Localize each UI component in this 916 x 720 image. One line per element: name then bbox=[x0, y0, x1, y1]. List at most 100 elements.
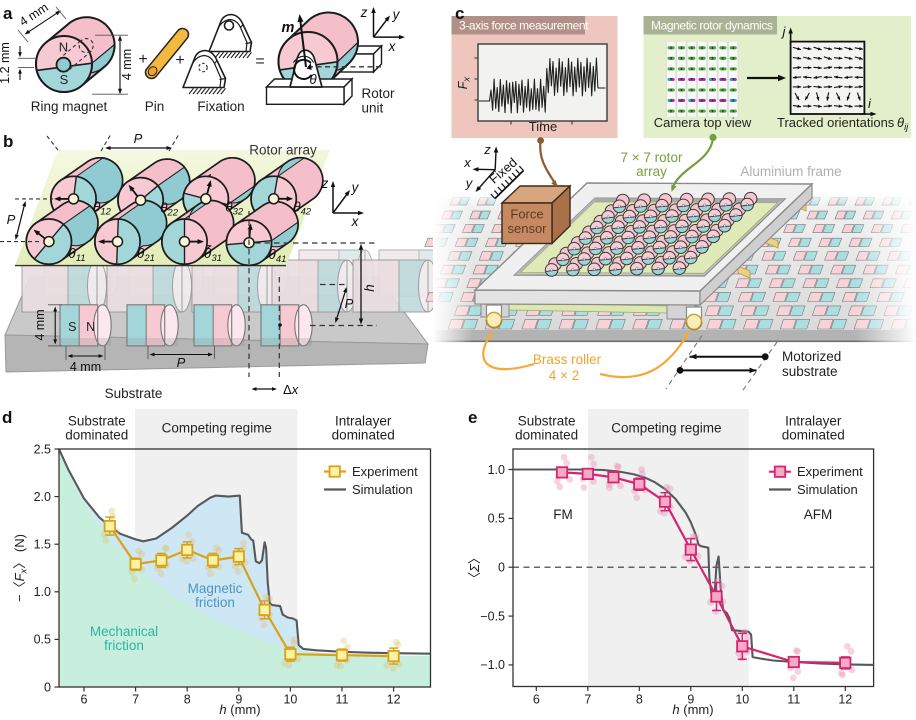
svg-text:N: N bbox=[59, 40, 68, 55]
svg-text:sensor: sensor bbox=[507, 221, 547, 236]
svg-text:x: x bbox=[351, 214, 360, 229]
svg-text:Ring magnet: Ring magnet bbox=[31, 99, 108, 114]
svg-text:h: h bbox=[362, 284, 377, 292]
svg-text:4 mm: 4 mm bbox=[17, 0, 51, 29]
svg-text:N: N bbox=[86, 320, 95, 334]
svg-text:z: z bbox=[483, 142, 491, 157]
svg-text:Substrate: Substrate bbox=[518, 414, 576, 429]
svg-text:Substrate: Substrate bbox=[68, 414, 126, 429]
svg-text:x: x bbox=[388, 39, 397, 54]
svg-text:array: array bbox=[636, 164, 667, 179]
svg-text:Fx: Fx bbox=[456, 76, 473, 90]
svg-text:Force: Force bbox=[510, 207, 543, 222]
svg-text:0.5: 0.5 bbox=[488, 512, 505, 526]
svg-text:10: 10 bbox=[283, 693, 297, 707]
svg-text:j: j bbox=[781, 24, 787, 39]
svg-text:9: 9 bbox=[235, 693, 242, 707]
svg-text:−〈Fx〉 (N): −〈Fx〉 (N) bbox=[12, 534, 30, 602]
svg-text:Competing regime: Competing regime bbox=[162, 421, 272, 436]
svg-text:Pin: Pin bbox=[145, 99, 165, 114]
svg-text:2.0: 2.0 bbox=[34, 490, 51, 504]
svg-text:8: 8 bbox=[184, 693, 191, 707]
svg-text:Simulation: Simulation bbox=[797, 482, 858, 497]
svg-text:y: y bbox=[392, 7, 401, 22]
svg-text:i: i bbox=[868, 96, 872, 111]
svg-text:7: 7 bbox=[584, 693, 591, 707]
svg-text:Substrate: Substrate bbox=[105, 386, 163, 401]
svg-text:Experiment: Experiment bbox=[352, 464, 418, 479]
svg-text:11: 11 bbox=[787, 693, 800, 707]
svg-text:12: 12 bbox=[387, 693, 401, 707]
svg-text:P: P bbox=[7, 212, 16, 227]
svg-text:Magnetic rotor dynamics: Magnetic rotor dynamics bbox=[651, 19, 773, 33]
svg-text:Mechanical: Mechanical bbox=[90, 624, 158, 639]
svg-text:12: 12 bbox=[838, 693, 852, 707]
svg-text:3-axis force measurement: 3-axis force measurement bbox=[459, 19, 589, 33]
svg-text:Motorized: Motorized bbox=[782, 349, 841, 364]
svg-text:h (mm): h (mm) bbox=[219, 702, 260, 717]
svg-text:4 mm: 4 mm bbox=[70, 360, 101, 374]
svg-text:θ: θ bbox=[309, 72, 317, 87]
svg-text:S: S bbox=[68, 320, 76, 334]
svg-text:substrate: substrate bbox=[782, 364, 838, 379]
svg-text:7: 7 bbox=[132, 693, 139, 707]
svg-text:e: e bbox=[468, 408, 477, 427]
svg-text:1.0: 1.0 bbox=[34, 585, 51, 599]
svg-text:z: z bbox=[321, 176, 329, 191]
svg-text:Experiment: Experiment bbox=[797, 464, 863, 479]
svg-text:1.2 mm: 1.2 mm bbox=[0, 42, 12, 84]
svg-text:Intralayer: Intralayer bbox=[335, 414, 392, 429]
svg-text:0: 0 bbox=[44, 680, 51, 694]
svg-text:1.5: 1.5 bbox=[34, 538, 51, 552]
svg-text:AFM: AFM bbox=[804, 507, 833, 522]
svg-text:4 mm: 4 mm bbox=[33, 309, 47, 340]
svg-text:y: y bbox=[465, 176, 474, 191]
svg-text:Aluminium frame: Aluminium frame bbox=[740, 164, 841, 179]
svg-text:friction: friction bbox=[195, 595, 235, 610]
svg-text:m: m bbox=[282, 20, 295, 36]
svg-text:0: 0 bbox=[498, 561, 505, 575]
svg-text:Magnetic: Magnetic bbox=[188, 581, 243, 596]
svg-text:Simulation: Simulation bbox=[352, 482, 413, 497]
svg-text:FM: FM bbox=[553, 507, 573, 522]
svg-text:Camera top view: Camera top view bbox=[654, 115, 752, 130]
svg-text:h (mm): h (mm) bbox=[672, 702, 713, 717]
svg-text:dominated: dominated bbox=[65, 428, 128, 443]
svg-text:Fixed: Fixed bbox=[486, 155, 520, 187]
svg-text:Rotor: Rotor bbox=[362, 86, 396, 101]
svg-text:x: x bbox=[463, 155, 471, 170]
svg-text:P: P bbox=[177, 355, 186, 370]
svg-text:+: + bbox=[138, 51, 147, 68]
svg-text:Fixation: Fixation bbox=[197, 99, 244, 114]
svg-text:b: b bbox=[3, 132, 13, 151]
svg-text:6: 6 bbox=[533, 693, 540, 707]
svg-text:8: 8 bbox=[636, 693, 643, 707]
svg-text:P: P bbox=[345, 296, 354, 311]
svg-text:〈Σ〉: 〈Σ〉 bbox=[467, 551, 482, 585]
svg-text:Brass roller: Brass roller bbox=[533, 352, 602, 367]
svg-text:a: a bbox=[3, 4, 13, 23]
svg-text:−0.5: −0.5 bbox=[480, 609, 505, 623]
svg-text:6: 6 bbox=[81, 693, 88, 707]
svg-text:Time: Time bbox=[529, 119, 557, 134]
svg-text:dominated: dominated bbox=[782, 428, 845, 443]
svg-text:2.5: 2.5 bbox=[34, 442, 51, 456]
svg-text:y: y bbox=[351, 180, 360, 195]
svg-text:11: 11 bbox=[336, 693, 349, 707]
svg-text:Tracked orientations: Tracked orientations bbox=[777, 115, 895, 130]
svg-text:4 × 2: 4 × 2 bbox=[549, 368, 579, 383]
svg-text:unit: unit bbox=[362, 101, 384, 116]
svg-text:−1.0: −1.0 bbox=[480, 658, 505, 672]
svg-text:Competing regime: Competing regime bbox=[611, 421, 721, 436]
svg-text:0.5: 0.5 bbox=[34, 633, 51, 647]
svg-text:Rotor array: Rotor array bbox=[249, 143, 317, 158]
svg-text:9: 9 bbox=[687, 693, 694, 707]
svg-text:Intralayer: Intralayer bbox=[785, 414, 842, 429]
svg-text:+: + bbox=[175, 52, 184, 69]
svg-text:c: c bbox=[455, 4, 464, 23]
svg-text:z: z bbox=[360, 5, 368, 20]
svg-text:=: = bbox=[255, 53, 264, 70]
svg-text:4 mm: 4 mm bbox=[120, 49, 134, 80]
svg-text:7 × 7 rotor: 7 × 7 rotor bbox=[621, 150, 683, 165]
svg-text:10: 10 bbox=[735, 693, 749, 707]
